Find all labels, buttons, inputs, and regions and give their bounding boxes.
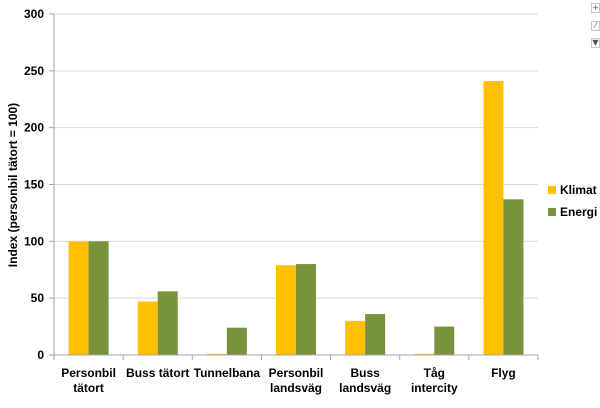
bar-klimat <box>276 265 296 355</box>
bar-energi <box>434 326 455 355</box>
bar-energi <box>157 291 178 355</box>
bar-energi <box>365 314 386 355</box>
bar-klimat <box>483 81 504 356</box>
bar-klimat <box>137 301 158 355</box>
bar-energi <box>226 327 247 355</box>
x-category-labels: Personbil tätort Buss tätort Tunnelbana Pers… <box>61 366 516 395</box>
x-category-label: Tåg intercity <box>411 366 458 395</box>
bar-klimat <box>206 353 227 355</box>
y-tick-label: 50 <box>31 291 45 305</box>
bar-energi <box>503 199 524 355</box>
bars <box>68 81 524 356</box>
brush-icon[interactable]: ⁄ <box>591 21 600 31</box>
legend-label-klimat: Klimat <box>560 183 597 197</box>
legend-label-energi: Energi <box>560 205 597 219</box>
legend-swatch-energi <box>548 208 556 216</box>
legend: Klimat Energi <box>548 183 597 219</box>
bar-energi <box>296 264 316 355</box>
bar-energi <box>88 241 109 355</box>
y-tick-label: 0 <box>37 348 44 362</box>
bar-klimat <box>414 353 435 355</box>
x-category-label: Personbil tätort <box>61 366 116 395</box>
y-tick-label: 150 <box>24 178 44 192</box>
axes <box>49 13 539 360</box>
bar-klimat <box>68 241 89 355</box>
y-tick-label: 300 <box>24 7 44 21</box>
grid-lines <box>54 13 538 299</box>
x-category-label: Buss tätort <box>126 366 189 380</box>
x-category-label: Personbil landsväg <box>269 366 324 395</box>
y-tick-label: 200 <box>24 121 44 135</box>
legend-swatch-klimat <box>548 186 556 194</box>
x-category-label: Flyg <box>491 366 516 380</box>
x-category-label: Buss landsväg <box>339 366 391 395</box>
y-tick-label: 100 <box>24 234 44 248</box>
y-tick-labels: 0 50 100 150 200 250 300 <box>24 7 44 362</box>
bar-klimat <box>345 320 366 355</box>
plus-icon[interactable]: + <box>591 3 600 13</box>
x-category-label: Tunnelbana <box>194 366 261 380</box>
filter-icon[interactable]: ▼ <box>591 38 600 48</box>
y-tick-label: 250 <box>24 64 44 78</box>
y-axis-title: Index (personbil tätort = 100) <box>6 103 20 267</box>
